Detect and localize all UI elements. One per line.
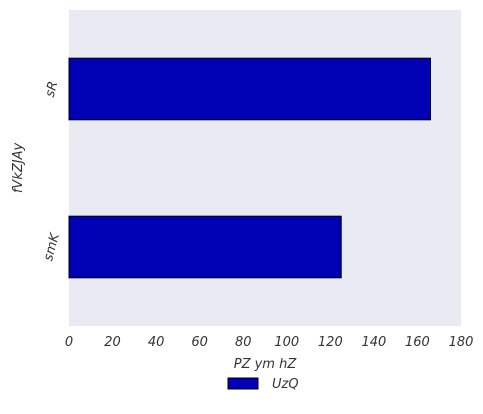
x-tick-label: 20: [104, 335, 121, 350]
x-tick-label: 80: [235, 335, 252, 350]
bar-sR: [68, 57, 432, 121]
legend-swatch: [227, 377, 259, 390]
x-tick-label: 120: [318, 335, 343, 350]
x-tick-labels: 0 20 40 60 80 100 120 140 160 180: [65, 335, 474, 350]
x-tick-label: 60: [191, 335, 208, 350]
x-axis-title: PZ ym hZ: [234, 357, 298, 372]
legend-label: UzQ: [272, 377, 299, 392]
x-tick-label: 180: [449, 335, 474, 350]
bars-group: [68, 57, 432, 279]
x-tick-label: 140: [361, 335, 386, 350]
plot-area: [69, 10, 461, 326]
legend: UzQ: [227, 377, 299, 392]
x-tick-label: 40: [148, 335, 165, 350]
y-tick-label: sR: [43, 80, 62, 99]
y-axis-title: fVkZJAy: [11, 143, 26, 194]
bar-smK: [68, 215, 342, 279]
y-tick-labels: smK sR: [41, 80, 63, 263]
x-tick-label: 100: [274, 335, 299, 350]
y-tick-label: smK: [41, 230, 63, 262]
x-tick-label: 0: [65, 335, 73, 350]
x-tick-label: 160: [405, 335, 430, 350]
